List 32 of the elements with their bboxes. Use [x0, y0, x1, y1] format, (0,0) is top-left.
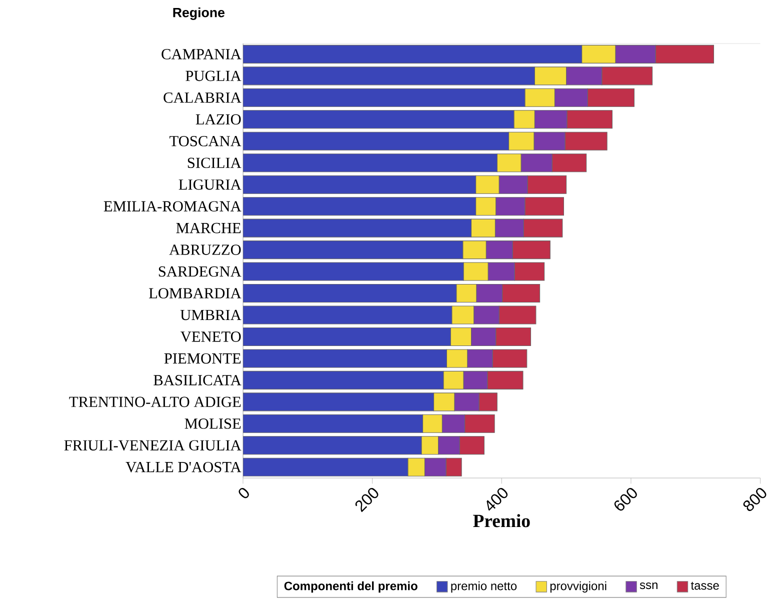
x-tick-label: 200 — [355, 488, 378, 512]
y-tick-label: MOLISE — [184, 418, 241, 429]
y-tick-label: VENETO — [180, 332, 241, 342]
x-tick-label: 0 — [238, 488, 249, 498]
x-axis-title: Premio — [473, 514, 530, 528]
y-tick-label: SARDEGNA — [158, 266, 242, 277]
y-tick-label: LOMBARDIA — [148, 288, 242, 298]
y-axis-title: Regione — [173, 7, 225, 20]
legend-label: ssn — [640, 582, 658, 590]
y-tick-label: MARCHE — [176, 222, 241, 234]
x-tick-label: 400 — [486, 488, 508, 511]
y-tick-label: UMBRIA — [180, 310, 242, 320]
y-tick-label: PUGLIA — [186, 70, 242, 82]
x-tick-label: 800 — [743, 488, 766, 512]
legend-label: premio netto — [451, 581, 517, 593]
y-tick-label: LIGURIA — [178, 179, 242, 190]
x-tick-label: 600 — [614, 488, 637, 511]
y-tick-label: BASILICATA — [154, 375, 242, 386]
y-tick-label: LAZIO — [196, 114, 241, 125]
y-tick-label: EMILIA-ROMAGNA — [104, 201, 242, 212]
y-tick-label: VALLE D'AOSTA — [126, 462, 242, 472]
y-tick-label: TRENTINO-ALTO ADIGE — [69, 396, 241, 408]
y-tick-label: CALABRIA — [164, 92, 242, 103]
y-tick-label: TOSCANA — [170, 136, 242, 146]
legend-title: Componenti del premio — [284, 581, 418, 593]
y-tick-label: ABRUZZO — [169, 244, 241, 255]
legend-label: provvigioni — [550, 581, 606, 593]
y-tick-label: CAMPANIA — [162, 49, 242, 60]
legend-label: tasse — [690, 582, 719, 590]
y-tick-label: SICILIA — [188, 158, 242, 168]
y-tick-label: PIEMONTE — [164, 353, 241, 364]
y-tick-label: FRIULI-VENEZIA GIULIA — [64, 440, 242, 451]
